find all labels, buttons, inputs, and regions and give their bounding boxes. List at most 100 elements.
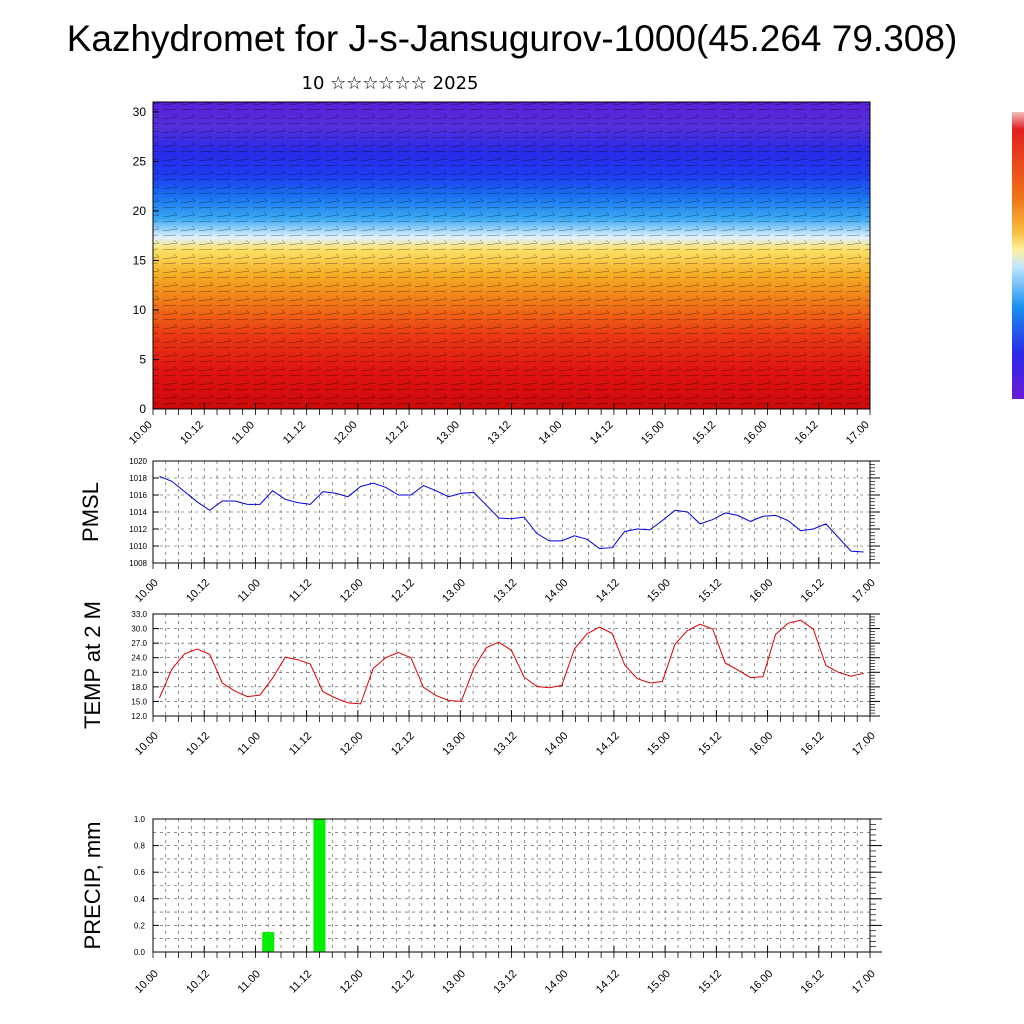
- x-tick-label: 17.00: [850, 730, 878, 758]
- pmsl-x-axis: 10.00 10.12 11.00 11.12 12.00 12.12 13.00 13.12…: [133, 557, 878, 605]
- x-tick-label: 14.12: [588, 419, 616, 447]
- y-tick-label: 0.8: [134, 842, 146, 851]
- x-tick-label: 15.00: [645, 577, 673, 605]
- x-tick-label: 15.12: [696, 968, 724, 996]
- y-tick-label: 1014: [129, 508, 147, 517]
- x-tick-label: 14.00: [543, 730, 571, 758]
- x-tick-label: 12.00: [332, 419, 360, 447]
- x-tick-label: 14.00: [543, 577, 571, 605]
- y-tick-label: 12.0: [131, 712, 147, 721]
- x-tick-label: 13.12: [485, 419, 513, 447]
- x-tick-label: 10.12: [184, 577, 212, 605]
- temp-series-line: [158, 619, 864, 705]
- y-tick-label: 15.0: [131, 697, 147, 706]
- x-tick-label: 15.12: [696, 577, 724, 605]
- x-tick-label: 15.12: [696, 730, 724, 758]
- page-subtitle: 10 ☆☆☆☆☆☆ 2025: [301, 73, 479, 94]
- x-tick-label: 14.12: [594, 968, 622, 996]
- y-tick-label: 33.0: [131, 610, 147, 619]
- x-tick-label: 12.00: [338, 577, 366, 605]
- x-tick-label: 11.12: [287, 577, 314, 604]
- x-tick-label: 14.12: [594, 577, 622, 605]
- x-tick-label: 16.12: [799, 577, 827, 605]
- x-tick-label: 14.12: [594, 730, 622, 758]
- x-tick-label: 14.00: [537, 419, 565, 447]
- y-tick-label: 18.0: [131, 683, 147, 692]
- x-tick-label: 10.12: [184, 968, 212, 996]
- x-tick-label: 16.00: [747, 577, 775, 605]
- x-tick-label: 11.12: [287, 730, 314, 757]
- x-tick-label: 16.12: [799, 730, 827, 758]
- temp-grid: [153, 613, 870, 717]
- y-tick-label: 1016: [129, 491, 147, 500]
- x-tick-label: 10.12: [184, 730, 212, 758]
- x-tick-label: 12.12: [383, 419, 411, 447]
- x-tick-label: 12.12: [389, 730, 417, 758]
- x-tick-label: 10.00: [133, 730, 161, 758]
- x-tick-label: 15.12: [690, 419, 718, 447]
- x-tick-label: 16.12: [799, 968, 827, 996]
- y-tick-label: 0.4: [134, 895, 146, 904]
- y-tick-label: 1.0: [134, 815, 146, 824]
- y-tick-label: 1012: [129, 525, 147, 534]
- x-tick-label: 16.00: [741, 419, 769, 447]
- x-tick-label: 12.12: [389, 968, 417, 996]
- x-tick-label: 15.00: [639, 419, 667, 447]
- x-tick-label: 17.00: [850, 968, 878, 996]
- x-tick-label: 16.00: [747, 968, 775, 996]
- precip-x-axis: 10.00 10.12 11.00 11.12 12.00 12.12 13.00 13.12…: [133, 946, 878, 996]
- y-tick-label: 30.0: [131, 625, 147, 634]
- temp-x-axis: 10.00 10.12 11.00 11.12 12.00 12.12 13.00 13.12…: [133, 710, 878, 758]
- x-tick-label: 11.00: [236, 968, 263, 995]
- precip-bar: [262, 932, 275, 952]
- y-tick-label: 20: [133, 204, 147, 218]
- x-tick-label: 13.12: [491, 730, 519, 758]
- y-tick-label: 24.0: [131, 654, 147, 663]
- y-tick-label: 5: [139, 352, 146, 366]
- x-tick-label: 11.12: [287, 968, 314, 995]
- x-tick-label: 17.00: [844, 419, 872, 447]
- page-title: Kazhydromet for J-s-Jansugurov-1000(45.2…: [66, 18, 958, 59]
- y-tick-label: 1020: [129, 457, 147, 466]
- y-tick-label: 1008: [129, 559, 147, 568]
- y-tick-label: 15: [133, 253, 147, 267]
- x-tick-label: 10.00: [133, 577, 161, 605]
- precip-y-axis: 0.0 0.2 0.4 0.6 0.8 1.0: [134, 815, 882, 957]
- x-tick-label: 12.00: [338, 730, 366, 758]
- heatmap-y-axis: 0 5 10 15 20 25 30: [133, 105, 159, 416]
- x-tick-label: 13.00: [440, 968, 468, 996]
- x-tick-label: 15.00: [645, 730, 673, 758]
- heatmap-panel: 0 5 10 15 20 25 30 10.00 10.12 11.00 11.12 12.00 12…: [127, 101, 872, 447]
- x-tick-label: 15.00: [645, 968, 673, 996]
- y-tick-label: 0.0: [134, 948, 146, 957]
- pmsl-series-line: [159, 475, 864, 553]
- precip-bars: [262, 819, 326, 952]
- y-tick-label: 25: [133, 154, 147, 168]
- x-tick-label: 10.00: [127, 419, 155, 447]
- precip-bar: [313, 819, 326, 952]
- x-tick-label: 11.00: [236, 577, 263, 604]
- x-tick-label: 13.12: [491, 577, 519, 605]
- pmsl-y-axis: 1008 1010 1012 1014 1016 1018 1020: [129, 457, 880, 568]
- y-tick-label: 30: [133, 105, 147, 119]
- wind-barbs-overlay: [153, 102, 870, 409]
- x-tick-label: 12.00: [338, 968, 366, 996]
- precip-grid: [153, 818, 870, 952]
- y-tick-label: 1010: [129, 542, 147, 551]
- temp-y-axis: 12.0 15.0 18.0 21.0 24.0 27.0 30.0 33.0: [131, 610, 880, 721]
- x-tick-label: 11.00: [230, 419, 257, 446]
- x-tick-label: 16.12: [793, 419, 821, 447]
- pmsl-grid: [153, 460, 870, 564]
- pmsl-ylabel: PMSL: [78, 482, 103, 542]
- y-tick-label: 10: [133, 303, 147, 317]
- heatmap-x-axis: 10.00 10.12 11.00 11.12 12.00 12.12 13.00 13.12…: [127, 403, 872, 447]
- y-tick-label: 0.6: [134, 868, 146, 877]
- x-tick-label: 13.12: [491, 968, 519, 996]
- x-tick-label: 16.00: [747, 730, 775, 758]
- x-tick-label: 11.00: [236, 730, 263, 757]
- x-tick-label: 14.00: [543, 968, 571, 996]
- y-tick-label: 27.0: [131, 639, 147, 648]
